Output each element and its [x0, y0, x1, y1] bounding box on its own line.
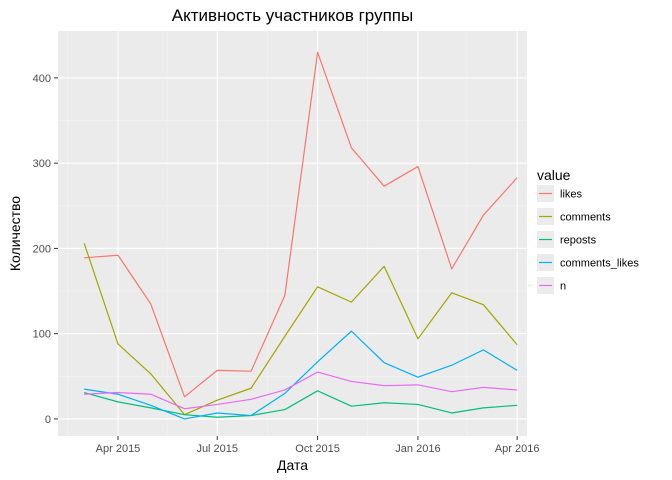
legend-label: comments	[560, 212, 611, 224]
series-lines	[83, 51, 518, 420]
series-line-reposts	[84, 390, 518, 418]
series-line-comments_likes	[84, 330, 518, 420]
x-tick-label: Apr 2016	[495, 443, 540, 455]
legend-item-n: n	[537, 277, 566, 294]
legend: value likes comments reposts comments_likes…	[537, 167, 639, 294]
x-axis-title: Дата	[277, 457, 308, 473]
y-tick-label: 0	[45, 414, 51, 426]
y-tick-label: 400	[33, 73, 51, 85]
legend-item-comments_likes: comments_likes	[537, 254, 639, 271]
legend-item-comments: comments	[537, 208, 611, 225]
series-line-n	[84, 371, 518, 410]
legend-label: n	[560, 281, 566, 293]
legend-title: value	[537, 167, 571, 183]
x-tick-label: Jan 2016	[395, 443, 440, 455]
legend-item-reposts: reposts	[537, 231, 597, 248]
x-tick-label: Oct 2015	[295, 443, 340, 455]
y-tick-label: 300	[33, 158, 51, 170]
axis-ticks: 0 100 200 300 400 Apr 2015 Jul 2015 Oct 2015 Jan…	[33, 73, 540, 455]
y-axis-title: Количество	[7, 196, 23, 271]
legend-label: comments_likes	[560, 258, 639, 270]
legend-item-likes: likes	[537, 185, 583, 202]
grid	[58, 31, 527, 436]
chart-title: Активность участников группы	[172, 6, 413, 25]
y-tick-label: 200	[33, 243, 51, 255]
series-line-comments	[83, 243, 518, 416]
legend-label: likes	[560, 189, 583, 201]
x-tick-label: Apr 2015	[96, 443, 141, 455]
x-tick-label: Jul 2015	[196, 443, 238, 455]
series-line-likes	[84, 51, 518, 398]
y-tick-label: 100	[33, 329, 51, 341]
legend-label: reposts	[560, 235, 597, 247]
plot-panel	[58, 31, 527, 436]
